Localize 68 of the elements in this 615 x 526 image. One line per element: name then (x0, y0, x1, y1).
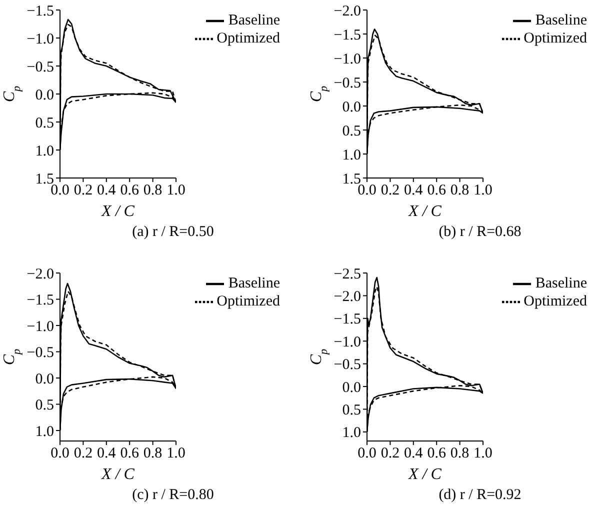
x-tick-label: 1.0 (474, 182, 492, 199)
y-tick-label: 0.5 (35, 115, 54, 132)
x-tick-label: 0.2 (380, 182, 400, 199)
y-tick-label: 0.0 (342, 380, 361, 396)
y-tick-label: −2.0 (334, 289, 361, 306)
y-tick-label: −1.0 (26, 318, 54, 335)
y-tick-label: 1.0 (342, 147, 361, 164)
y-tick-label: 0.5 (35, 398, 54, 414)
y-tick-label: −1.5 (26, 292, 54, 309)
y-tick-label: 0.5 (342, 123, 361, 140)
legend-label: Optimized (216, 30, 280, 46)
y-tick-label: −2.0 (334, 3, 361, 20)
text: (b) r / R=0.68 (438, 224, 522, 241)
x-tick-label: 0.2 (380, 446, 400, 462)
legend-label: Baseline (535, 275, 587, 292)
x-tick-label: 0.6 (427, 446, 446, 462)
x-tick-label: 0.0 (50, 182, 70, 199)
x-tick-label: 0.4 (97, 182, 116, 199)
y-tick-label: 1.0 (35, 424, 54, 440)
text: (d) r / R=0.92 (438, 487, 522, 504)
x-tick-label: 0.8 (450, 182, 470, 199)
y-tick-label: 0.0 (35, 371, 54, 388)
x-tick-label: 0.6 (427, 182, 446, 199)
y-tick-label: 0.0 (342, 99, 361, 116)
y-tick-label: −1.5 (334, 27, 361, 44)
x-tick-label: 0.2 (74, 182, 93, 199)
x-tick-label: 0.6 (120, 182, 140, 199)
text: (a) r / R=0.50 (131, 224, 215, 241)
x-tick-label: 0.2 (74, 446, 93, 462)
y-tick-label: −0.5 (334, 75, 361, 92)
y-tick-label: 0.0 (35, 87, 54, 104)
legend-label: Optimized (524, 30, 587, 46)
x-tick-label: 1.0 (474, 446, 492, 462)
x-tick-label: 0.8 (143, 446, 162, 462)
x-tick-label: 0.0 (358, 182, 376, 199)
x-axis-title: X / C (100, 203, 135, 220)
x-tick-label: 0.4 (404, 182, 424, 199)
y-tick-label: 0.5 (342, 402, 361, 419)
y-tick-label: −1.0 (334, 334, 361, 350)
x-axis-title: X / C (408, 203, 442, 220)
x-axis-title: X / C (408, 466, 442, 483)
text: (c) r / R=0.80 (131, 487, 215, 504)
x-tick-label: 0.4 (97, 446, 116, 462)
y-tick-label: −0.5 (26, 59, 54, 76)
x-tick-label: 0.8 (450, 446, 470, 462)
y-tick-label: 1.0 (342, 425, 361, 442)
y-tick-label: −0.5 (334, 357, 361, 374)
y-tick-label: −0.5 (26, 345, 54, 362)
y-tick-label: −1.0 (26, 31, 54, 48)
x-tick-label: 0.4 (404, 446, 424, 462)
y-tick-label: −2.0 (26, 266, 54, 282)
x-tick-label: 1.0 (166, 182, 186, 199)
x-tick-label: 1.0 (166, 446, 186, 462)
y-tick-label: 1.0 (35, 143, 54, 160)
y-tick-label: −1.5 (26, 3, 54, 20)
legend-label: Baseline (228, 275, 280, 292)
legend-label: Baseline (535, 12, 587, 28)
y-tick-label: −2.5 (334, 266, 361, 282)
legend-label: Optimized (216, 293, 280, 310)
y-tick-label: −1.5 (334, 312, 361, 328)
x-axis-title: X / C (100, 466, 135, 483)
x-tick-label: 0.8 (143, 182, 162, 199)
x-tick-label: 0.6 (120, 446, 140, 462)
x-tick-label: 0.0 (50, 446, 70, 462)
legend-label: Baseline (228, 12, 280, 28)
legend-label: Optimized (524, 293, 587, 310)
x-tick-label: 0.0 (358, 446, 376, 462)
y-tick-label: −1.0 (334, 51, 361, 68)
